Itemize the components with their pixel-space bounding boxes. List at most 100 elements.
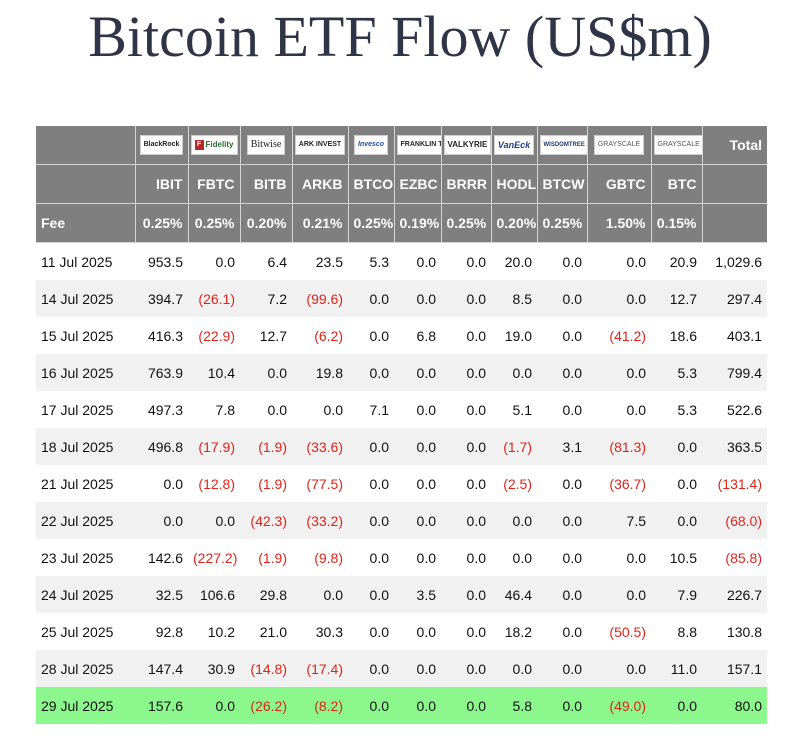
date-cell: 23 Jul 2025: [36, 539, 135, 576]
flow-value-cell: 0.0: [188, 242, 240, 280]
flow-value-cell: 5.3: [651, 354, 702, 391]
flow-value-cell: 32.5: [135, 576, 188, 613]
flow-value-cell: 0.0: [441, 576, 491, 613]
flow-value-cell: 8.5: [491, 280, 537, 317]
flow-value-cell: 0.0: [537, 613, 587, 650]
flow-value-cell: 7.5: [587, 502, 651, 539]
fee-cell: 0.15%: [651, 203, 703, 243]
ticker-blank-cell: [36, 164, 136, 204]
flow-value-cell: 10.4: [188, 354, 240, 391]
flow-value-cell: 0.0: [348, 687, 394, 724]
flow-value-cell: (17.4): [292, 650, 348, 687]
flow-value-cell: (81.3): [587, 428, 651, 465]
flow-value-cell: 23.5: [292, 242, 348, 280]
flow-value-cell: 0.0: [348, 576, 394, 613]
total-cell: 799.4: [702, 354, 767, 391]
flow-value-cell: 0.0: [651, 502, 702, 539]
total-cell: (131.4): [702, 465, 767, 502]
flow-value-cell: 0.0: [537, 502, 587, 539]
flow-value-cell: 92.8: [135, 613, 188, 650]
flow-value-cell: (12.8): [188, 465, 240, 502]
etf-flow-table: BlackRock F Fidelity Bitwise ARK INVEST I…: [36, 126, 767, 724]
flow-value-cell: 21.0: [240, 613, 292, 650]
ticker-cell: HODL: [491, 164, 538, 204]
grayscale-logo-btc: GRAYSCALE: [653, 135, 701, 155]
ticker-cell: BRRR: [441, 164, 492, 204]
flow-value-cell: (26.2): [240, 687, 292, 724]
flow-value-cell: 0.0: [441, 687, 491, 724]
table-row: 23 Jul 2025 142.6 (227.2) (1.9) (9.8) 0.0 0.0 0…: [36, 539, 767, 576]
flow-value-cell: 0.0: [188, 502, 240, 539]
flow-value-cell: 0.0: [188, 687, 240, 724]
flow-value-cell: 0.0: [441, 354, 491, 391]
flow-value-cell: 0.0: [348, 465, 394, 502]
flow-value-cell: (9.8): [292, 539, 348, 576]
table-row: 14 Jul 2025 394.7 (26.1) 7.2 (99.6) 0.0 0.0 0.0…: [36, 280, 767, 317]
date-cell: 15 Jul 2025: [36, 317, 135, 354]
vaneck-logo: VanEck: [493, 135, 535, 155]
flow-value-cell: 496.8: [135, 428, 188, 465]
table-row: 11 Jul 2025 953.5 0.0 6.4 23.5 5.3 0.0 0.0 20.0 0…: [36, 242, 767, 280]
flow-value-cell: 0.0: [394, 280, 441, 317]
total-cell: 80.0: [702, 687, 767, 724]
flow-value-cell: 0.0: [394, 391, 441, 428]
date-cell: 17 Jul 2025: [36, 391, 135, 428]
flow-value-cell: (1.9): [240, 428, 292, 465]
flow-value-cell: 0.0: [240, 354, 292, 391]
date-cell: 11 Jul 2025: [36, 242, 135, 280]
flow-value-cell: 0.0: [441, 650, 491, 687]
table-row: 18 Jul 2025 496.8 (17.9) (1.9) (33.6) 0.0 0.0 0…: [36, 428, 767, 465]
flow-value-cell: 0.0: [394, 502, 441, 539]
flow-value-cell: (17.9): [188, 428, 240, 465]
fee-row: Fee 0.25% 0.25% 0.20% 0.21% 0.25% 0.19% …: [36, 203, 767, 243]
flow-value-cell: (227.2): [188, 539, 240, 576]
ark-invest-logo: ARK INVEST: [294, 135, 346, 155]
flow-value-cell: 3.1: [537, 428, 587, 465]
flow-value-cell: (26.1): [188, 280, 240, 317]
flow-value-cell: 18.6: [651, 317, 702, 354]
blackrock-logo: BlackRock: [139, 135, 184, 155]
flow-value-cell: 0.0: [348, 613, 394, 650]
date-cell: 25 Jul 2025: [36, 613, 135, 650]
franklin-templeton-logo: FRANKLIN TEMPLETON: [396, 135, 440, 155]
fee-cell: 0.25%: [188, 203, 241, 243]
flow-value-cell: 5.3: [651, 391, 702, 428]
flow-value-cell: 0.0: [537, 650, 587, 687]
flow-value-cell: 0.0: [135, 465, 188, 502]
flow-value-cell: (77.5): [292, 465, 348, 502]
flow-value-cell: (41.2): [587, 317, 651, 354]
date-cell: 14 Jul 2025: [36, 280, 135, 317]
total-cell: 226.7: [702, 576, 767, 613]
flow-value-cell: (49.0): [587, 687, 651, 724]
issuer-logo-row: BlackRock F Fidelity Bitwise ARK INVEST I…: [36, 126, 767, 165]
flow-value-cell: 5.1: [491, 391, 537, 428]
flow-value-cell: 0.0: [651, 687, 702, 724]
fee-cell: 0.25%: [348, 203, 395, 243]
total-header: Total: [702, 126, 767, 165]
flow-value-cell: 0.0: [587, 280, 651, 317]
flow-value-cell: 0.0: [394, 428, 441, 465]
flow-value-cell: (1.9): [240, 539, 292, 576]
flow-value-cell: (14.8): [240, 650, 292, 687]
total-cell: 403.1: [702, 317, 767, 354]
flow-value-cell: 0.0: [348, 650, 394, 687]
flow-value-cell: 10.5: [651, 539, 702, 576]
flow-value-cell: 0.0: [537, 317, 587, 354]
flow-value-cell: 12.7: [240, 317, 292, 354]
flow-value-cell: 6.4: [240, 242, 292, 280]
date-cell: 28 Jul 2025: [36, 650, 135, 687]
date-cell: 22 Jul 2025: [36, 502, 135, 539]
total-cell: 157.1: [702, 650, 767, 687]
flow-value-cell: 0.0: [292, 391, 348, 428]
flow-value-cell: (33.6): [292, 428, 348, 465]
flow-value-cell: 0.0: [441, 317, 491, 354]
flow-value-cell: 0.0: [394, 465, 441, 502]
flow-value-cell: 0.0: [491, 502, 537, 539]
flow-value-cell: 0.0: [394, 650, 441, 687]
flow-value-cell: 0.0: [394, 242, 441, 280]
ticker-cell: BTC: [651, 164, 703, 204]
flow-value-cell: 0.0: [537, 539, 587, 576]
flow-value-cell: 142.6: [135, 539, 188, 576]
table-row: 17 Jul 2025 497.3 7.8 0.0 0.0 7.1 0.0 0.0 5.1 0.0…: [36, 391, 767, 428]
flow-table-body: 11 Jul 2025 953.5 0.0 6.4 23.5 5.3 0.0 0.0 20.0 0…: [36, 242, 767, 724]
